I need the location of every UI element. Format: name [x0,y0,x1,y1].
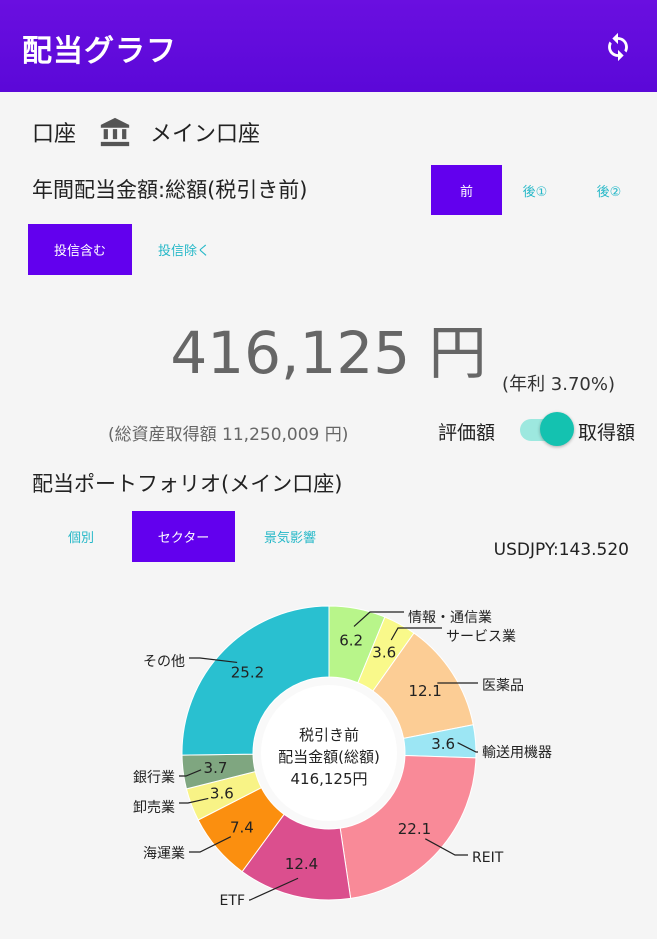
leader-line-3 [457,742,478,753]
annual-dividend-label: 年間配当金額:総額(税引き前) [32,178,308,202]
slice-category-4: REIT [472,850,504,866]
valuation-toggle-knob[interactable] [540,412,574,446]
slice-value-6: 7.4 [230,818,254,836]
leader-line-4 [425,838,468,856]
tax-before-button[interactable]: 前 [431,165,502,215]
center-text-line3: 416,125円 [290,770,367,788]
refresh-icon[interactable] [601,30,635,64]
include-funds-button[interactable]: 投信含む [28,224,132,275]
leader-line-0 [353,611,404,627]
donut-center [261,685,397,821]
slice-value-5: 12.4 [285,855,318,873]
dividend-amount: 416,125 円 [170,319,487,387]
slice-category-1: サービス業 [446,629,516,645]
leader-line-1 [390,627,442,641]
sector-donut-chart: 税引き前 配当金額(総額) 416,125円 6.2 情報・通信業 3.6 サービス業… [133,605,552,909]
account-name[interactable]: メイン口座 [150,122,261,147]
center-text-line2: 配当金額(総額) [278,748,380,766]
leader-line-7 [179,797,209,804]
slice-value-0: 6.2 [339,632,363,650]
total-asset-cost: (総資産取得額 11,250,009 円) [108,425,349,445]
center-text-line1: 税引き前 [299,726,359,744]
slice-value-2: 12.1 [408,682,441,700]
slice-category-0: 情報・通信業 [408,610,492,626]
account-label: 口座 [32,122,77,147]
slice-value-7: 3.6 [210,784,234,802]
slice-category-8: 銀行業 [133,770,175,786]
slice-value-1: 3.6 [372,644,396,662]
view-individual-button[interactable]: 個別 [67,531,94,546]
annual-yield: (年利 3.70%) [502,374,615,395]
slice-value-4: 22.1 [398,820,431,838]
slice-category-3: 輸送用機器 [482,745,552,761]
slice-category-5: ETF [220,893,245,909]
app-bar: 配当グラフ [0,0,657,92]
slice-9[interactable] [181,605,330,756]
slice-value-3: 3.6 [431,735,455,753]
portfolio-title: 配当ポートフォリオ(メイン口座) [32,472,343,496]
slice-value-9: 25.2 [231,664,264,682]
slice-4[interactable] [339,754,477,899]
view-economy-button[interactable]: 景気影響 [263,531,316,546]
slice-category-2: 医薬品 [482,678,524,694]
account-row: 口座 メイン口座 [32,114,260,150]
acquisition-cost-label: 取得額 [578,422,636,444]
leader-line-6 [189,836,232,853]
slice-category-9: その他 [143,654,185,670]
tax-after2-button[interactable]: 後② [596,184,622,200]
usdjpy-rate: USDJPY:143.520 [493,540,629,560]
bank-icon [100,117,130,147]
app-title: 配当グラフ [22,34,177,69]
slice-value-8: 3.7 [204,759,228,777]
leader-line-5 [249,877,299,901]
exclude-funds-button[interactable]: 投信除く [157,244,210,259]
view-sector-button[interactable]: セクター [132,511,235,562]
leader-line-9 [189,657,238,664]
leader-line-8 [179,769,202,777]
market-value-label: 評価額 [438,422,496,444]
tax-after1-button[interactable]: 後① [522,184,548,200]
slice-category-6: 海運業 [143,846,185,862]
slice-category-7: 卸売業 [133,800,175,816]
